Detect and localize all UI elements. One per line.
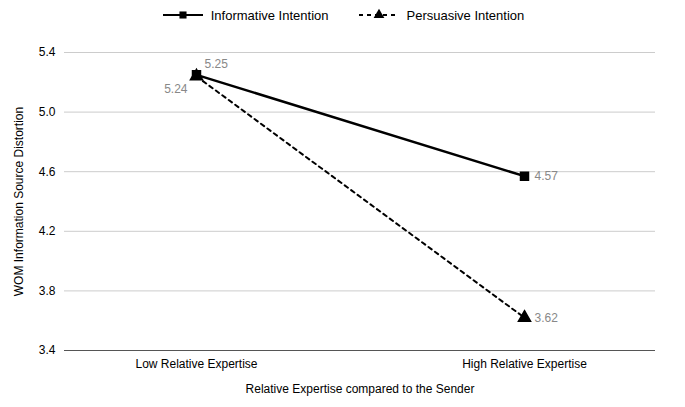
svg-text:5.24: 5.24 <box>164 82 188 96</box>
svg-text:5.25: 5.25 <box>205 57 229 71</box>
svg-text:3.4: 3.4 <box>39 343 56 357</box>
svg-text:4.57: 4.57 <box>535 169 559 183</box>
html-text:Persuasive Intention: Persuasive Intention <box>406 7 525 23</box>
svg-text:4.6: 4.6 <box>39 165 56 179</box>
svg-text:Relative Expertise compared to: Relative Expertise compared to the Sende… <box>246 382 475 396</box>
svg-text:Low Relative Expertise: Low Relative Expertise <box>135 357 257 371</box>
svg-text:WOM Information Source Distort: WOM Information Source Distortion <box>12 107 26 296</box>
svg-text:High Relative Expertise: High Relative Expertise <box>462 357 587 371</box>
svg-text:4.2: 4.2 <box>39 224 56 238</box>
html-text:Informative Intention: Informative Intention <box>210 7 329 23</box>
svg-text:3.62: 3.62 <box>535 311 559 325</box>
svg-text:3.8: 3.8 <box>39 284 56 298</box>
svg-text:5.4: 5.4 <box>39 45 56 59</box>
svg-text:5.0: 5.0 <box>39 105 56 119</box>
